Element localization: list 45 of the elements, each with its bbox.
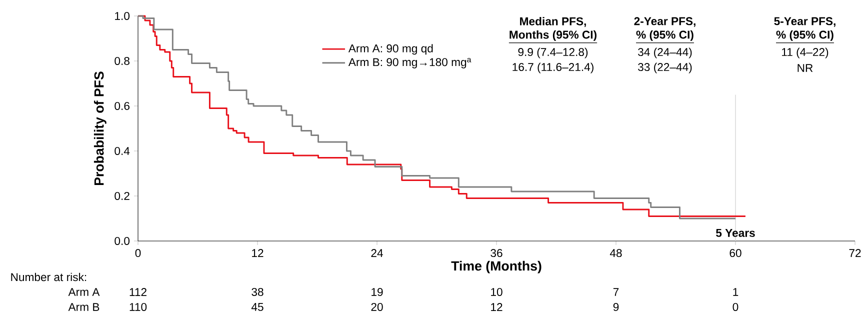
x-tick-label: 0 [135,249,141,258]
text: 110 [130,302,147,311]
annotation: 34 (24–44) [638,48,692,58]
text: 10 [491,288,502,296]
text: Number at risk: [11,272,86,282]
text: 38 [252,288,264,296]
annotation: 2-Year PFS, [634,17,696,27]
annotation: NR [798,64,813,72]
text: 1 [733,288,738,296]
y-tick-label: 1.0 [115,12,130,20]
legend-label: Arm B: 90 mg→180 mg$^{a}$ [348,58,472,68]
annotation: 5-Year PFS, [774,17,836,27]
x-tick-label: 36 [490,249,502,258]
x-tick-label: 12 [252,249,264,257]
x-tick-label: 60 [730,249,742,258]
y-tick-label: 0.4 [114,146,130,155]
text: 20 [371,302,383,311]
x-tick-label: 48 [610,249,622,258]
text: 45 [251,303,264,311]
annotation: % (95% CI) [776,30,834,41]
text: Arm A [68,288,100,296]
y-tick-label: 0.8 [114,56,130,65]
text: 112 [130,288,146,296]
x-tick-label: 24 [371,249,383,257]
ref-line-label: 5 Years [716,229,755,237]
y-tick-label: 0.6 [114,102,130,110]
y-tick-label: 0.0 [114,236,130,245]
text: 0 [732,302,738,311]
annotation: Months (95% CI) [510,30,596,41]
annotation: % (95% CI) [636,30,694,41]
text: 19 [372,288,383,296]
annotation: 16.7 (11.6–21.4) [512,62,594,74]
legend-label: Arm A: 90 mg qd [348,44,433,55]
text: 12 [491,303,502,311]
annotation: 9.9 (7.4–12.8) [518,48,588,58]
y-axis-title: Probability of PFS [94,72,106,185]
text: Arm B [68,303,100,311]
y-tick-label: 0.2 [114,192,130,200]
x-tick-label: 72 [849,249,861,257]
annotation: 11 (4–22) [782,48,828,58]
annotation: 33 (22–44) [638,62,692,74]
x-axis-title: Time (Months) [451,260,542,274]
annotation: Median PFS, [520,17,586,27]
text: 7 [613,288,619,296]
text: 9 [613,302,619,311]
